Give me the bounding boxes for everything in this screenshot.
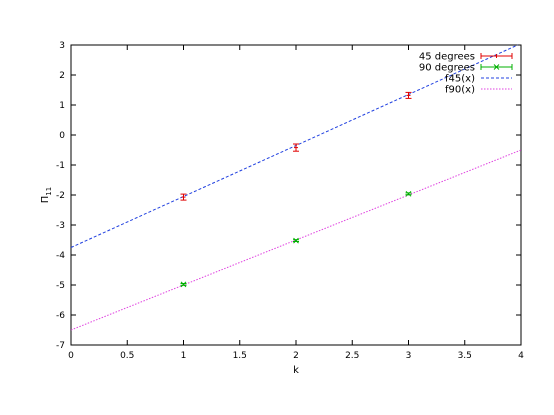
data-point (180, 193, 187, 201)
y-tick-label: -7 (56, 341, 65, 351)
x-tick-label: 1 (181, 351, 187, 361)
y-tick-label: 3 (59, 41, 65, 51)
data-points (180, 91, 412, 288)
y-tick-label: 1 (59, 101, 65, 111)
data-point (293, 143, 299, 152)
legend-label: f90(x) (445, 85, 475, 96)
tick-labels: 0 0.5 1 1.5 2 2.5 3 3.5 4 -7 -6 -5 -4 -3 -2 -1 0 1 2 3 (56, 41, 524, 361)
legend-entry: f45(x) (445, 74, 512, 85)
legend-label: 90 degrees (419, 63, 475, 74)
x-tick-label: 2 (293, 351, 299, 361)
y-tick-label: -5 (56, 281, 65, 291)
point-marker (293, 237, 299, 244)
x-tick-label: 2.5 (345, 351, 359, 361)
x-tick-label: 0 (68, 351, 74, 361)
series-line-2 (70, 44, 518, 248)
x-tick-label: 3 (406, 351, 412, 361)
legend-marker (493, 64, 500, 70)
legend-entry: 90 degrees (419, 63, 513, 74)
legend-label: f45(x) (445, 74, 475, 85)
data-point (180, 281, 187, 288)
y-tick-label: -2 (56, 191, 65, 201)
x-tick-label: 0.5 (120, 351, 134, 361)
y-tick-label: -3 (56, 221, 65, 231)
y-tick-label: -1 (56, 161, 65, 171)
y-tick-label: 2 (59, 71, 65, 81)
x-tick-label: 3.5 (458, 351, 472, 361)
y-axis-label-subscript: 11 (45, 187, 53, 196)
fit-lines (70, 44, 522, 331)
y-tick-label: 0 (59, 131, 65, 141)
point-marker (405, 190, 412, 197)
x-tick-label: 4 (518, 351, 524, 361)
y-tick-label: -6 (56, 311, 65, 321)
legend-label: 45 degrees (419, 52, 475, 63)
data-point (405, 91, 412, 99)
y-axis-label: Π11 (40, 187, 53, 203)
ticks (70, 44, 522, 346)
x-axis-label: k (293, 365, 299, 376)
x-tick-label: 1.5 (233, 351, 247, 361)
legend-entry: f90(x) (445, 85, 512, 96)
data-point (293, 237, 299, 244)
data-point (405, 190, 412, 197)
y-tick-label: -4 (56, 251, 65, 261)
point-marker (180, 281, 187, 288)
y-axis-label-main: Π (40, 196, 51, 204)
legend-entry: 45 degrees (419, 52, 513, 63)
